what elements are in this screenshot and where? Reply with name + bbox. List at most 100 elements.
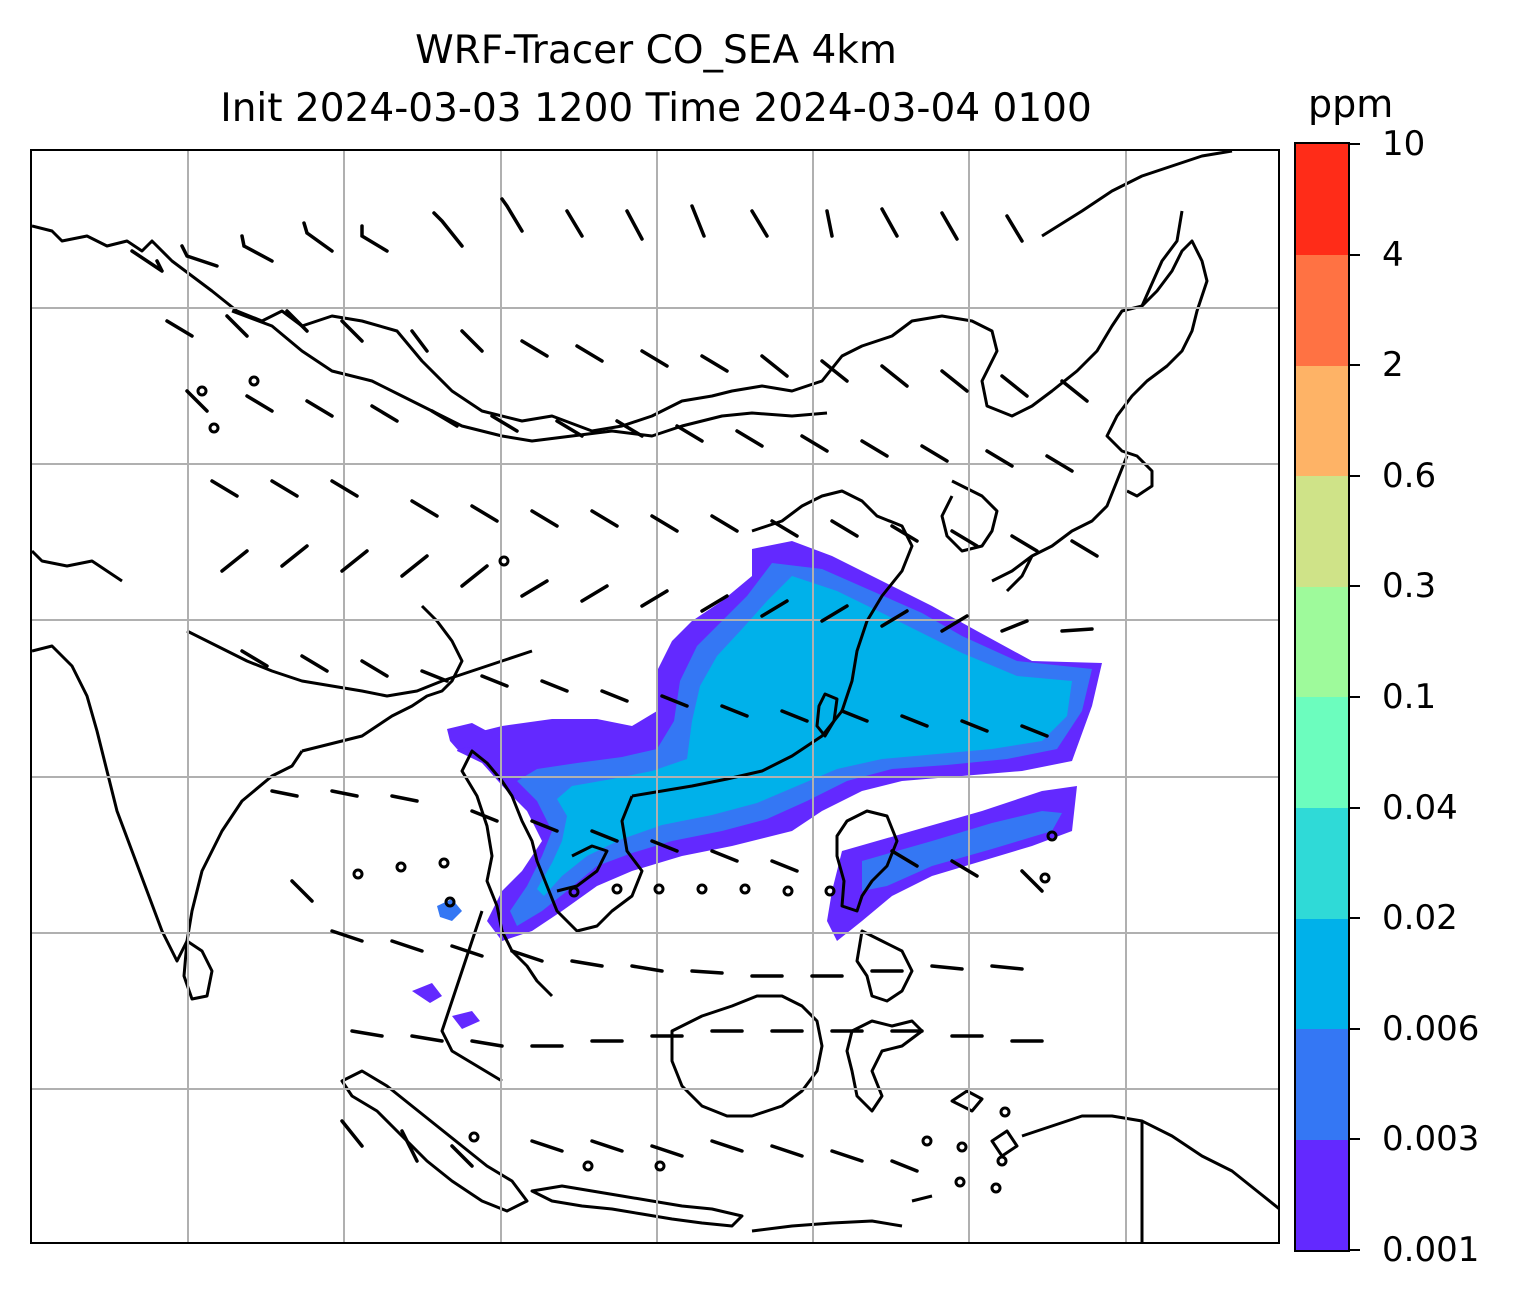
wind-barb bbox=[340, 549, 369, 573]
wind-barb bbox=[1005, 214, 1024, 243]
wind-barb bbox=[640, 589, 669, 608]
colorbar-tick-label: 0.1 bbox=[1382, 677, 1437, 717]
wind-barb bbox=[530, 509, 559, 528]
calm-circle bbox=[696, 883, 708, 895]
colorbar-tick bbox=[1350, 1027, 1360, 1030]
wind-barb bbox=[285, 309, 309, 333]
wind-barb bbox=[1020, 869, 1044, 893]
calm-circle bbox=[248, 375, 260, 387]
wind-barb bbox=[555, 419, 584, 438]
wind-barb bbox=[940, 369, 969, 393]
wind-barb bbox=[720, 704, 749, 718]
coastline-northasia bbox=[32, 224, 1209, 498]
calm-circle bbox=[996, 1155, 1008, 1167]
coastline-mongolia-border bbox=[231, 309, 828, 443]
wind-barb bbox=[640, 349, 669, 368]
wind-barb bbox=[540, 679, 569, 693]
wind-barb bbox=[340, 319, 364, 343]
colorbar-tick bbox=[1350, 806, 1360, 809]
wind-barb bbox=[1000, 374, 1029, 398]
wind-barb bbox=[860, 439, 889, 458]
wind-barb bbox=[330, 929, 364, 943]
wind-barb bbox=[460, 329, 484, 353]
wind-barb bbox=[825, 209, 834, 238]
wind-barb bbox=[460, 564, 489, 588]
colorbar-segment bbox=[1296, 807, 1348, 919]
calm-circle bbox=[395, 861, 407, 873]
wind-barb bbox=[625, 209, 644, 241]
wind-barb bbox=[530, 1139, 564, 1153]
colorbar bbox=[1294, 142, 1350, 1252]
wind-barb bbox=[770, 1144, 804, 1158]
calm-circle bbox=[208, 422, 220, 434]
coastline-java bbox=[530, 1184, 744, 1228]
wind-barb bbox=[780, 709, 809, 723]
wind-barb bbox=[580, 584, 609, 603]
calm-circle bbox=[954, 1176, 966, 1188]
wind-barb bbox=[432, 211, 464, 248]
wind-barb bbox=[675, 424, 704, 443]
wind-barb bbox=[450, 1144, 474, 1168]
wind-barb bbox=[890, 849, 919, 868]
wind-barb bbox=[590, 1139, 624, 1153]
map-title-line2: Init 2024-03-03 1200 Time 2024-03-04 010… bbox=[220, 86, 1092, 131]
calm-circle bbox=[739, 883, 751, 895]
plume-speck-andaman bbox=[437, 899, 462, 921]
wind-barb bbox=[400, 554, 429, 578]
colorbar-segment bbox=[1296, 475, 1348, 587]
wind-barb bbox=[690, 969, 724, 975]
wind-barb bbox=[410, 329, 429, 353]
wind-barb bbox=[350, 1029, 384, 1038]
colorbar-tick bbox=[1350, 143, 1360, 145]
colorbar-tick bbox=[1350, 1138, 1360, 1141]
calm-circle bbox=[196, 385, 208, 397]
wind-barb bbox=[760, 354, 789, 378]
wind-barb bbox=[225, 314, 249, 338]
wind-barb bbox=[590, 509, 619, 528]
wind-barb bbox=[565, 209, 584, 238]
wind-barb bbox=[245, 394, 274, 413]
wind-barb bbox=[300, 654, 329, 673]
calm-circle bbox=[824, 885, 836, 897]
calm-circle bbox=[654, 1160, 666, 1172]
wind-barb bbox=[600, 689, 629, 703]
wind-barb bbox=[830, 519, 859, 538]
wind-barb bbox=[650, 514, 679, 533]
wind-barb bbox=[410, 1034, 444, 1043]
colorbar-tick bbox=[1350, 1249, 1360, 1251]
colorbar-segment bbox=[1296, 254, 1348, 366]
map-title-line1: WRF-Tracer CO_SEA 4km bbox=[415, 28, 897, 73]
wind-barb bbox=[950, 859, 979, 878]
colorbar-segment bbox=[1296, 586, 1348, 698]
wind-barb bbox=[700, 354, 729, 373]
wind-barb bbox=[420, 669, 449, 683]
wind-barb bbox=[210, 479, 239, 498]
wind-barb bbox=[590, 829, 619, 843]
wind-barb bbox=[800, 434, 829, 453]
calm-circle bbox=[498, 555, 510, 567]
wind-barb bbox=[735, 429, 764, 448]
colorbar-tick bbox=[1350, 696, 1360, 698]
colorbar-segment bbox=[1296, 918, 1348, 1030]
wind-barb bbox=[750, 209, 769, 238]
coastline-okhotsk bbox=[1041, 151, 1233, 238]
calm-circle bbox=[444, 896, 456, 908]
coastline-philippines-luzon bbox=[835, 809, 899, 913]
colorbar-tick bbox=[1350, 364, 1360, 367]
wind-barb bbox=[305, 399, 334, 418]
wind-barb bbox=[130, 249, 164, 273]
calm-circle bbox=[1046, 830, 1058, 842]
coastline-lesser-sunda bbox=[751, 1194, 933, 1233]
colorbar-tick bbox=[1350, 585, 1360, 588]
wind-barb bbox=[220, 549, 249, 573]
wind-barb bbox=[760, 599, 789, 618]
coastline-taiwan bbox=[815, 692, 839, 738]
colorbar-tick bbox=[1350, 917, 1360, 920]
wind-barb bbox=[940, 211, 959, 241]
calm-circle bbox=[352, 868, 364, 880]
wind-barb bbox=[710, 1139, 744, 1153]
wind-barb bbox=[575, 344, 604, 363]
wind-barb bbox=[360, 659, 389, 678]
calm-circle bbox=[611, 883, 623, 895]
calm-circle bbox=[568, 886, 580, 898]
